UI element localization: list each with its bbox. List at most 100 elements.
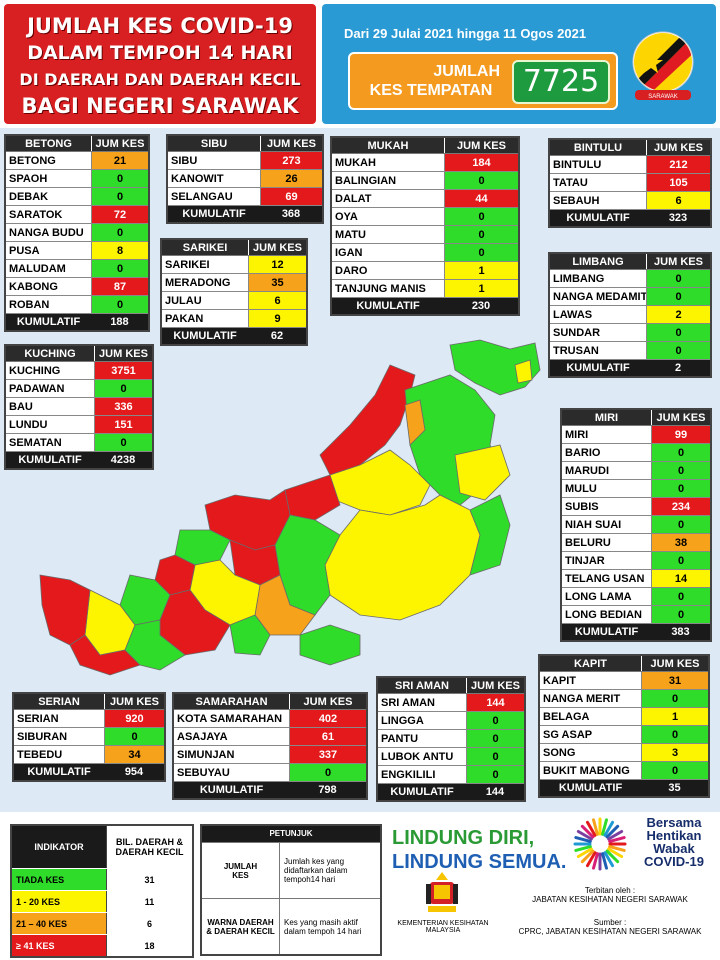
table-header: SERIAN JUM KES [14,694,164,710]
district-name: PAKAN [162,310,248,327]
column-header: JUM KES [94,346,152,361]
table-row: SARIKEI 12 [162,256,306,274]
indicator-header-1: INDIKATOR [34,842,84,852]
table-row: MIRI 99 [562,426,710,444]
table-row: BALINGIAN 0 [332,172,518,190]
table-footer: KUMULATIF 368 [168,206,322,222]
table-row: NANGA MEDAMIT 0 [550,288,710,306]
table-row: OYA 0 [332,208,518,226]
table-row: LINGGA 0 [378,712,524,730]
district-name: SIBU [168,152,260,169]
district-name: SPAOH [6,170,91,187]
indicator-header: INDIKATOR BIL. DAERAH & DAERAH KECIL [12,826,192,868]
district-cases: 6 [646,192,710,209]
district-name: TELANG USAN [562,570,651,587]
table-row: LUNDU 151 [6,416,152,434]
ministry-crest-icon [426,872,458,912]
table-footer: KUMULATIF 954 [14,764,164,780]
table-row: LONG BEDIAN 0 [562,606,710,624]
column-header: JUM KES [91,136,148,151]
district-cases: 234 [651,498,710,515]
cumulative-label: KUMULATIF [356,300,420,312]
cumulative-value: 954 [124,766,144,778]
cumulative-label: KUMULATIF [16,316,81,328]
table-row: BELURU 38 [562,534,710,552]
table-footer: KUMULATIF 62 [162,328,306,344]
slogan: LINDUNG DIRI, LINDUNG SEMUA. [392,826,566,874]
cumulative-label: KUMULATIF [558,782,623,794]
title-line-2: DALAM TEMPOH 14 HARI [27,42,293,64]
table-footer: KUMULATIF 2 [550,360,710,376]
indicator-rows: TIADA KES 31 1 - 20 KES 11 21 – 40 KES 6 ≥ 41 … [12,868,192,956]
column-header: JUM KES [646,140,710,155]
footer: INDIKATOR BIL. DAERAH & DAERAH KECIL TIA… [0,812,720,960]
petunjuk-key: WARNA DAERAH & DAERAH KECIL [202,899,280,954]
district-cases: 0 [651,480,710,497]
district-name: NANGA BUDU [6,224,91,241]
source-name: CPRC, JABATAN KESIHATAN NEGERI SARAWAK [518,927,702,936]
district-cases: 0 [641,762,708,779]
district-cases: 1 [641,708,708,725]
cumulative-label: KUMULATIF [173,330,237,342]
title-line-1: JUMLAH KES COVID-19 [27,14,293,38]
district-name: MALUDAM [6,260,91,277]
district-name: SEBUYAU [174,764,289,781]
table-sarikei: SARIKEI JUM KES SARIKEI 12 MERADONG 35 JULAU 6 P… [160,238,308,346]
cumulative-value: 188 [110,316,129,328]
table-row: PADAWAN 0 [6,380,152,398]
district-name: IGAN [332,244,444,261]
table-row: JULAU 6 [162,292,306,310]
district-cases: 402 [289,710,366,727]
division-name: SRI AMAN [378,678,466,693]
district-cases: 0 [466,712,524,729]
table-footer: KUMULATIF 188 [6,314,148,330]
table-row: ENGKILILI 0 [378,766,524,784]
district-cases: 151 [94,416,152,433]
table-header: MUKAH JUM KES [332,138,518,154]
district-name: NIAH SUAI [562,516,651,533]
district-cases: 212 [646,156,710,173]
district-cases: 38 [651,534,710,551]
table-row: BAU 336 [6,398,152,416]
district-cases: 0 [646,288,710,305]
sarawak-map [39,339,541,676]
table-row: KOTA SAMARAHAN 402 [174,710,366,728]
total-value: 7725 [512,60,610,104]
table-row: SELANGAU 69 [168,188,322,206]
indicator-count: 11 [106,891,192,912]
district-cases: 31 [641,672,708,689]
table-limbang: LIMBANG JUM KES LIMBANG 0 NANGA MEDAMIT 0 LAWA… [548,252,712,378]
ministry-line-2: MALAYSIA [425,927,461,934]
district-cases: 12 [248,256,306,273]
district-cases: 0 [651,552,710,569]
district-name: LONG BEDIAN [562,606,651,623]
table-row: DALAT 44 [332,190,518,208]
cumulative-value: 230 [471,300,491,312]
district-cases: 0 [641,726,708,743]
title-banner: JUMLAH KES COVID-19 DALAM TEMPOH 14 HARI… [4,4,316,124]
division-name: KAPIT [540,656,641,671]
district-name: TRUSAN [550,342,646,359]
indicator-row: TIADA KES 31 [12,868,192,890]
table-row: TATAU 105 [550,174,710,192]
table-row: TANJUNG MANIS 1 [332,280,518,298]
table-header: LIMBANG JUM KES [550,254,710,270]
table-row: SRI AMAN 144 [378,694,524,712]
table-row: LIMBANG 0 [550,270,710,288]
district-name: TINJAR [562,552,651,569]
division-name: LIMBANG [550,254,646,269]
district-cases: 69 [260,188,322,205]
district-name: LINGGA [378,712,466,729]
district-name: BELURU [562,534,651,551]
division-name: SAMARAHAN [174,694,289,709]
petunjuk-desc: Kes yang masih aktif dalam tempoh 14 har… [284,917,362,936]
cumulative-value: 323 [668,212,688,224]
cumulative-label: KUMULATIF [566,362,630,374]
total-label: JUMLAH KES TEMPATAN [356,62,506,100]
table-row: SEBAUH 6 [550,192,710,210]
district-name: SUNDAR [550,324,646,341]
table-footer: KUMULATIF 144 [378,784,524,800]
table-row: IGAN 0 [332,244,518,262]
cumulative-label: KUMULATIF [390,786,454,798]
division-name: SIBU [168,136,260,151]
